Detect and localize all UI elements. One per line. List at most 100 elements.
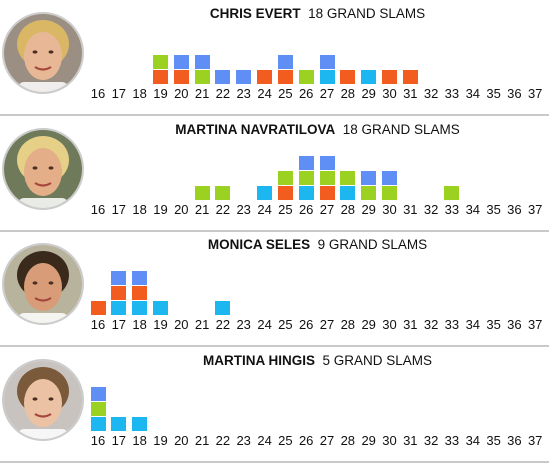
age-tick-label: 26 xyxy=(298,317,314,332)
grand-slam-square xyxy=(194,70,210,84)
player-portrait-monica-seles-icon xyxy=(2,243,84,325)
age-tick-label: 32 xyxy=(423,317,439,332)
panel-title: MARTINA HINGIS 5 GRAND SLAMS xyxy=(90,353,545,368)
grand-slam-square xyxy=(361,186,377,200)
panel-divider xyxy=(0,345,549,347)
grand-slam-square xyxy=(90,402,106,416)
grand-slam-square xyxy=(111,286,127,300)
age-tick-label: 25 xyxy=(278,202,293,217)
grand-slam-square xyxy=(132,301,148,315)
player-portrait-martina-navratilova-icon xyxy=(2,128,84,210)
age-tick-label: 17 xyxy=(111,202,127,217)
grand-slam-square xyxy=(277,70,293,84)
age-tick-label: 22 xyxy=(215,317,231,332)
age-tick-label: 30 xyxy=(382,433,397,448)
player-panel: MONICA SELES 9 GRAND SLAMS 16 17 18 19 20 21 22… xyxy=(0,231,549,347)
grand-slam-square xyxy=(340,171,356,185)
age-tick-label: 23 xyxy=(236,317,251,332)
grand-slam-square xyxy=(319,156,335,170)
age-tick-label: 30 xyxy=(382,317,397,332)
age-tick-label: 31 xyxy=(403,86,418,101)
grand-slam-square xyxy=(153,301,168,315)
age-tick-label: 16 xyxy=(90,86,106,101)
age-tick-label: 37 xyxy=(527,86,543,101)
player-panel: MARTINA HINGIS 5 GRAND SLAMS 16 17 18 19 20 21… xyxy=(0,347,549,463)
grand-slam-square xyxy=(340,70,356,84)
grand-slam-square xyxy=(444,186,460,200)
age-tick-label: 34 xyxy=(465,86,481,101)
age-tick-label: 28 xyxy=(340,317,356,332)
grand-slam-square xyxy=(340,186,356,200)
grand-slam-square xyxy=(111,301,127,315)
grand-slam-square xyxy=(90,417,106,431)
grand-slam-square xyxy=(298,156,314,170)
age-tick-label: 22 xyxy=(215,433,231,448)
grand-slam-square xyxy=(298,171,314,185)
grand-slam-square xyxy=(173,55,189,69)
age-tick-label: 21 xyxy=(194,433,210,448)
age-tick-label: 29 xyxy=(361,86,376,101)
grand-slam-square xyxy=(382,171,397,185)
grand-slam-square xyxy=(215,70,231,84)
panel-divider xyxy=(0,230,549,232)
age-tick-label: 37 xyxy=(527,202,543,217)
age-tick-label: 18 xyxy=(132,202,147,217)
age-tick-label: 23 xyxy=(236,86,251,101)
grand-slam-square xyxy=(319,171,335,185)
grand-slam-square xyxy=(277,55,293,69)
age-tick-label: 24 xyxy=(257,86,272,101)
player-name: MARTINA NAVRATILOVA xyxy=(175,122,336,137)
age-tick-label: 29 xyxy=(361,433,376,448)
panel-title: MARTINA NAVRATILOVA 18 GRAND SLAMS xyxy=(90,122,545,137)
age-tick-label: 19 xyxy=(153,202,168,217)
age-tick-label: 36 xyxy=(507,202,522,217)
grand-slam-square xyxy=(153,55,168,69)
age-tick-label: 33 xyxy=(444,433,460,448)
grand-slam-square xyxy=(215,301,231,315)
age-tick-label: 18 xyxy=(132,317,147,332)
age-tick-label: 27 xyxy=(319,86,335,101)
age-tick-label: 36 xyxy=(507,433,522,448)
grand-slam-square xyxy=(298,186,314,200)
age-tick-label: 19 xyxy=(153,433,168,448)
age-tick-label: 25 xyxy=(278,86,293,101)
grand-slam-square xyxy=(90,387,106,401)
panel-divider xyxy=(0,461,549,463)
age-tick-label: 31 xyxy=(403,202,418,217)
age-tick-label: 20 xyxy=(174,86,189,101)
age-tick-label: 32 xyxy=(423,433,439,448)
panel-title: CHRIS EVERT 18 GRAND SLAMS xyxy=(90,6,545,21)
age-tick-label: 31 xyxy=(403,317,418,332)
grand-slam-square xyxy=(298,70,314,84)
player-panel: CHRIS EVERT 18 GRAND SLAMS 16 17 18 19 20 21 22… xyxy=(0,0,549,116)
age-tick-label: 17 xyxy=(111,433,127,448)
age-tick-label: 35 xyxy=(486,202,501,217)
age-tick-label: 27 xyxy=(319,433,335,448)
grand-slam-square xyxy=(319,70,335,84)
player-portrait-martina-hingis-icon xyxy=(2,359,84,441)
age-tick-label: 21 xyxy=(194,86,210,101)
age-tick-label: 26 xyxy=(298,202,314,217)
panel-title: MONICA SELES 9 GRAND SLAMS xyxy=(90,237,545,252)
age-tick-label: 19 xyxy=(153,86,168,101)
age-tick-label: 34 xyxy=(465,202,481,217)
age-tick-label: 28 xyxy=(340,433,356,448)
age-tick-label: 18 xyxy=(132,433,147,448)
panel-divider xyxy=(0,114,549,116)
age-tick-label: 21 xyxy=(194,202,210,217)
grand-slam-total: 5 GRAND SLAMS xyxy=(322,353,433,368)
grand-slam-square xyxy=(319,186,335,200)
age-tick-label: 34 xyxy=(465,317,481,332)
age-tick-label: 19 xyxy=(153,317,168,332)
age-tick-label: 32 xyxy=(423,86,439,101)
grand-slam-square xyxy=(402,70,418,84)
player-name: MARTINA HINGIS xyxy=(202,353,315,368)
age-tick-label: 37 xyxy=(527,317,543,332)
grand-slam-total: 18 GRAND SLAMS xyxy=(342,122,460,137)
age-tick-label: 25 xyxy=(278,317,293,332)
player-name: MONICA SELES xyxy=(207,237,311,252)
age-tick-label: 32 xyxy=(423,202,439,217)
grand-slam-square xyxy=(132,286,148,300)
age-tick-label: 36 xyxy=(507,86,522,101)
